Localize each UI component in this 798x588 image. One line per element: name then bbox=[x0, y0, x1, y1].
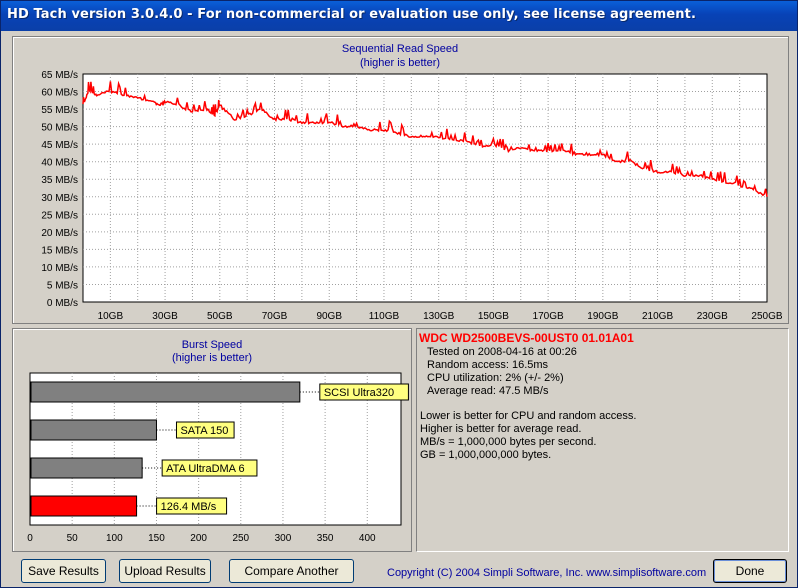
burst-x-tick: 250 bbox=[232, 533, 249, 544]
burst-bar-label: 126.4 MB/s bbox=[161, 501, 217, 513]
burst-label-box bbox=[319, 383, 409, 401]
title-bar[interactable]: HD Tach version 3.0.4.0 - For non-commer… bbox=[1, 1, 797, 31]
done-button[interactable]: Done bbox=[713, 559, 787, 583]
read-y-tick: 50 MB/s bbox=[41, 123, 78, 134]
read-y-tick: 10 MB/s bbox=[41, 263, 78, 274]
burst-bar-label: SATA 150 bbox=[180, 425, 228, 437]
tested-on: Tested on 2008-04-16 at 00:26 bbox=[427, 346, 577, 358]
read-y-tick: 45 MB/s bbox=[41, 140, 78, 151]
read-y-tick: 60 MB/s bbox=[41, 88, 78, 99]
burst-x-tick: 300 bbox=[275, 533, 292, 544]
read-x-tick: 190GB bbox=[587, 311, 618, 322]
note-higher-better: Higher is better for average read. bbox=[420, 423, 582, 435]
compare-another-drive-button[interactable]: Compare Another Drive bbox=[229, 559, 354, 587]
read-x-tick: 210GB bbox=[642, 311, 673, 322]
read-y-tick: 25 MB/s bbox=[41, 210, 78, 221]
burst-x-tick: 200 bbox=[190, 533, 207, 544]
burst-bar bbox=[30, 381, 301, 403]
read-x-tick: 10GB bbox=[98, 311, 124, 322]
read-plot-area bbox=[82, 73, 768, 303]
burst-bar bbox=[30, 495, 138, 517]
burst-x-tick: 150 bbox=[148, 533, 165, 544]
burst-x-tick: 100 bbox=[106, 533, 123, 544]
read-chart-subtitle: (higher is better) bbox=[360, 57, 440, 69]
read-y-tick: 35 MB/s bbox=[41, 175, 78, 186]
save-results-button[interactable]: Save Results bbox=[21, 559, 106, 583]
read-x-tick: 150GB bbox=[478, 311, 509, 322]
read-y-tick: 0 MB/s bbox=[47, 298, 78, 309]
burst-x-tick: 350 bbox=[317, 533, 334, 544]
burst-label-box bbox=[175, 421, 235, 439]
read-chart-title: Sequential Read Speed bbox=[342, 43, 458, 55]
read-y-tick: 55 MB/s bbox=[41, 105, 78, 116]
cpu-utilization: CPU utilization: 2% (+/- 2%) bbox=[427, 372, 564, 384]
burst-bar-label: SCSI Ultra320 bbox=[324, 387, 394, 399]
window-title: HD Tach version 3.0.4.0 - For non-commer… bbox=[7, 7, 696, 22]
burst-chart-title: Burst Speed bbox=[182, 339, 243, 351]
sequential-read-chart: Sequential Read Speed (higher is better) 0… bbox=[41, 43, 783, 322]
read-x-tick: 50GB bbox=[207, 311, 233, 322]
drive-model: WDC WD2500BEVS-00UST0 01.01A01 bbox=[419, 331, 634, 345]
read-x-tick: 250GB bbox=[751, 311, 782, 322]
burst-label-box bbox=[161, 459, 258, 477]
read-y-tick: 30 MB/s bbox=[41, 193, 78, 204]
read-x-tick: 230GB bbox=[697, 311, 728, 322]
read-y-tick: 40 MB/s bbox=[41, 158, 78, 169]
drive-info-panel: WDC WD2500BEVS-00UST0 01.01A01 Tested on… bbox=[416, 328, 789, 552]
read-y-tick: 20 MB/s bbox=[41, 228, 78, 239]
burst-chart-panel: Burst Speed (higher is better) 0 50 100 150 20… bbox=[12, 328, 412, 552]
read-x-tick: 130GB bbox=[423, 311, 454, 322]
burst-x-tick: 50 bbox=[67, 533, 79, 544]
copyright-link[interactable]: Copyright (C) 2004 Simpli Software, Inc.… bbox=[387, 567, 707, 579]
average-read: Average read: 47.5 MB/s bbox=[427, 385, 549, 397]
read-x-tick: 110GB bbox=[369, 311, 400, 322]
random-access: Random access: 16.5ms bbox=[427, 359, 549, 371]
read-y-tick: 15 MB/s bbox=[41, 245, 78, 256]
note-gb-definition: GB = 1,000,000,000 bytes. bbox=[420, 449, 552, 461]
burst-label-box bbox=[156, 497, 228, 515]
read-y-tick: 5 MB/s bbox=[47, 280, 78, 291]
note-mbs-definition: MB/s = 1,000,000 bytes per second. bbox=[420, 436, 597, 448]
read-x-tick: 30GB bbox=[152, 311, 178, 322]
read-speed-line bbox=[82, 80, 768, 197]
burst-speed-chart: Burst Speed(higher is better) 0 50 100 150 20… bbox=[27, 339, 409, 544]
read-x-tick: 70GB bbox=[262, 311, 288, 322]
burst-bar-label: ATA UltraDMA 6 bbox=[166, 463, 244, 475]
read-x-tick: 170GB bbox=[533, 311, 564, 322]
read-y-tick: 65 MB/s bbox=[41, 70, 78, 81]
burst-x-tick: 0 bbox=[27, 533, 33, 544]
note-lower-better: Lower is better for CPU and random acces… bbox=[420, 410, 637, 422]
burst-x-tick: 400 bbox=[359, 533, 376, 544]
upload-results-button[interactable]: Upload Results bbox=[119, 559, 211, 583]
read-x-tick: 90GB bbox=[316, 311, 342, 322]
read-chart-panel: Sequential Read Speed (higher is better) 0… bbox=[12, 36, 789, 324]
burst-chart-subtitle: (higher is better) bbox=[172, 352, 252, 364]
burst-bar bbox=[30, 419, 157, 441]
burst-bar bbox=[30, 457, 143, 479]
